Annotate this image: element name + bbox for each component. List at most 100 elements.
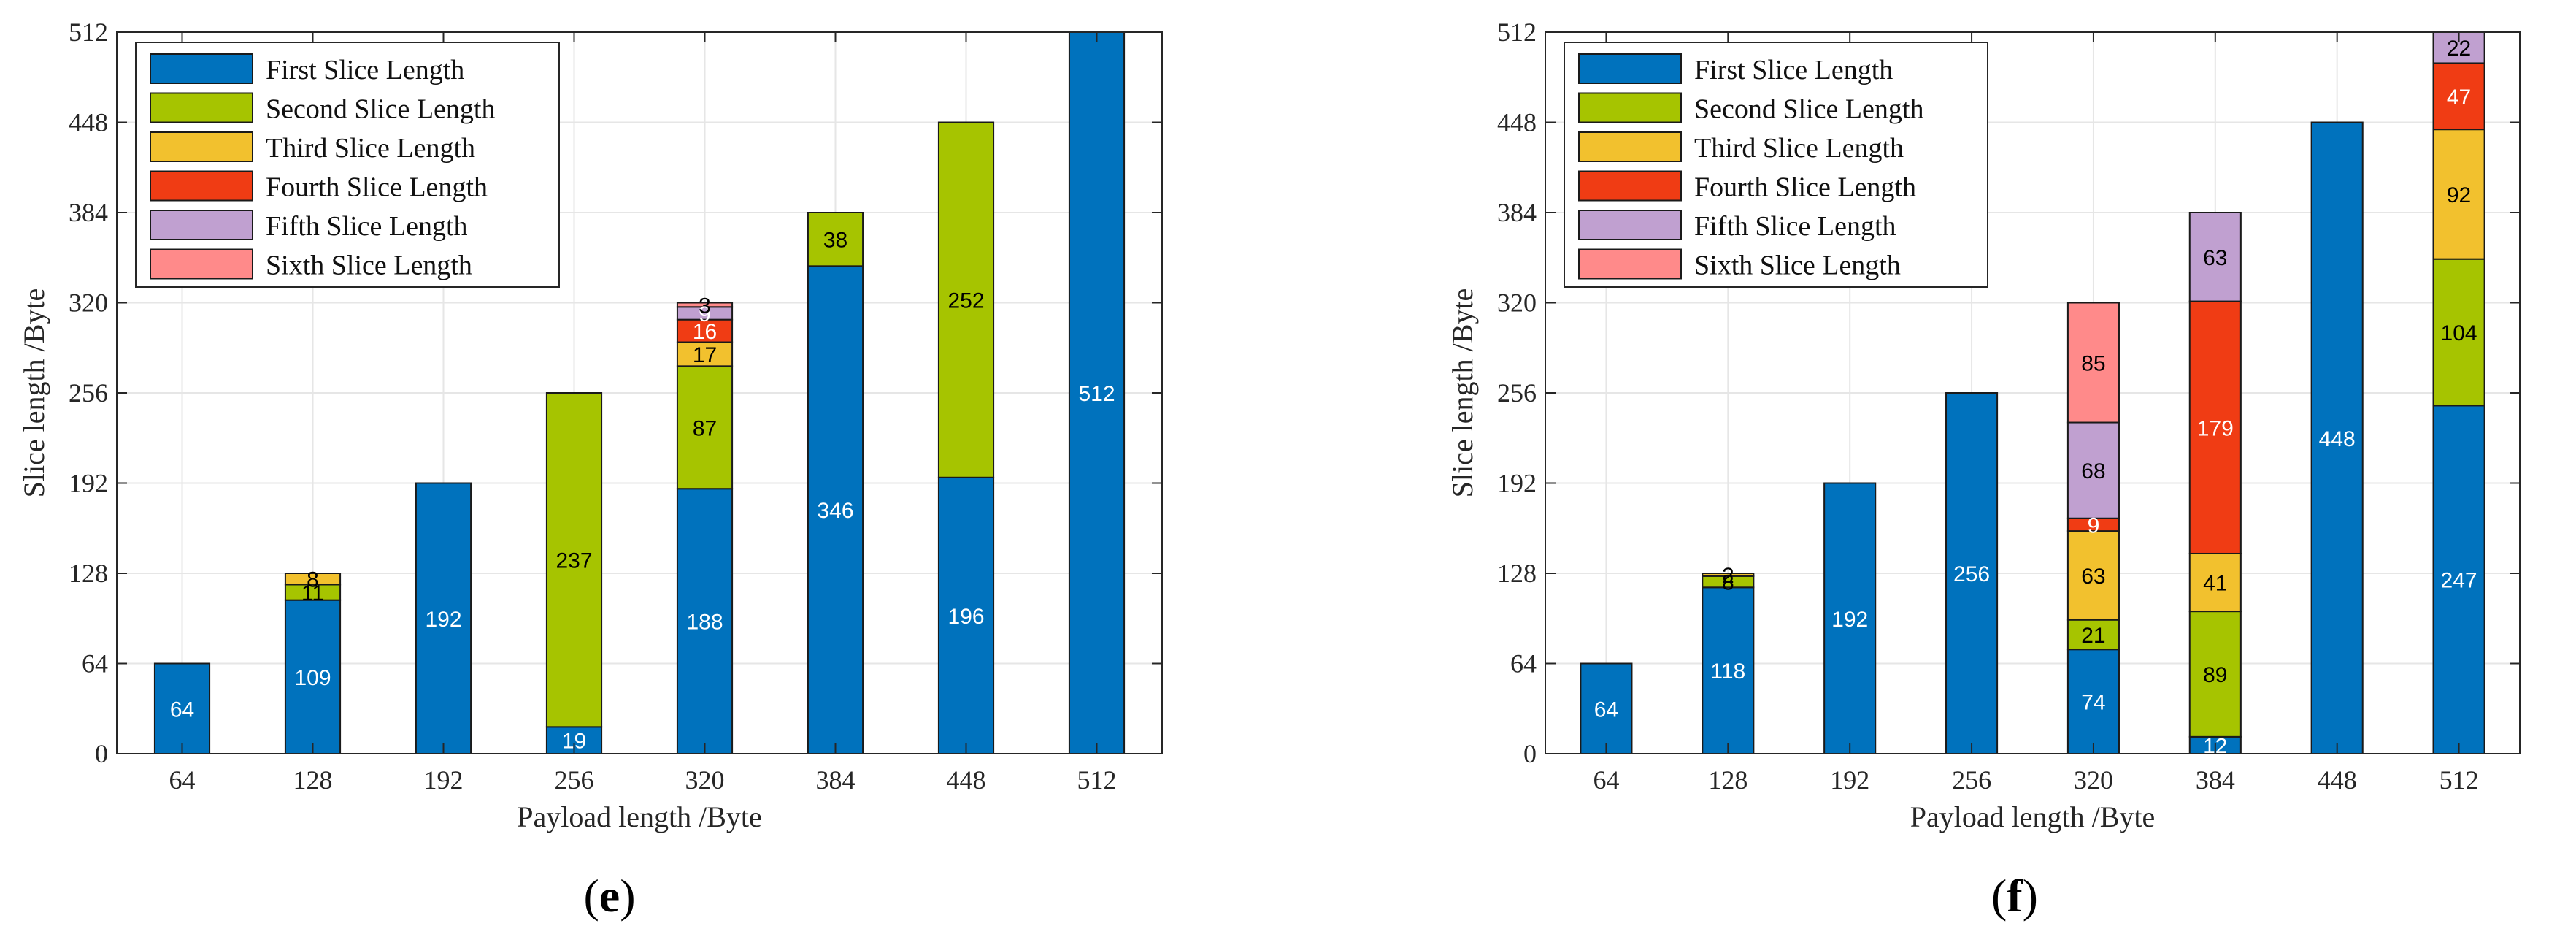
bar-segment <box>676 302 734 308</box>
data-label: 17 <box>693 343 717 367</box>
x-tick-label: 448 <box>947 765 986 795</box>
bar-segment <box>937 121 995 478</box>
legend-label: Second Slice Length <box>266 94 495 125</box>
caption-paren: ) <box>2023 870 2038 922</box>
bar-segment <box>284 573 342 586</box>
legend-swatch <box>150 131 253 162</box>
data-label: 2 <box>1722 564 1734 588</box>
legend-swatch <box>150 92 253 123</box>
data-label: 192 <box>1831 608 1868 632</box>
bar-segment <box>937 476 995 754</box>
data-label: 85 <box>2081 352 2105 376</box>
bar-segment <box>807 265 864 754</box>
data-label: 247 <box>2441 569 2477 593</box>
x-tick-label: 192 <box>1830 765 1869 795</box>
bar-segment <box>2188 611 2242 738</box>
legend-swatch <box>1578 92 1682 123</box>
y-tick-label: 64 <box>1510 649 1537 678</box>
legend-label: Fifth Slice Length <box>266 211 468 242</box>
legend-swatch <box>150 53 253 84</box>
x-tick-label: 320 <box>685 765 725 795</box>
bar-segment <box>545 392 603 728</box>
sub-caption: (e) <box>583 870 635 922</box>
bar-segment <box>1580 662 1633 754</box>
y-axis-label: Slice length /Byte <box>18 288 50 498</box>
y-axis-label: Slice length /Byte <box>1446 288 1479 498</box>
legend-swatch <box>150 210 253 240</box>
y-tick-label: 0 <box>95 739 108 768</box>
x-tick-label: 192 <box>424 765 464 795</box>
chart-e: 6410911819219237188871716933463819625251… <box>18 18 1163 833</box>
data-label: 179 <box>2197 416 2234 440</box>
legend-label: First Slice Length <box>1694 55 1893 85</box>
data-label: 118 <box>1710 659 1745 684</box>
y-tick-label: 320 <box>1497 288 1537 318</box>
bar-segment <box>1823 482 1877 754</box>
data-label: 256 <box>1953 562 1990 586</box>
y-tick-label: 448 <box>69 108 108 137</box>
y-tick-label: 320 <box>69 288 108 318</box>
legend-label: Second Slice Length <box>1694 94 1923 125</box>
bar-segment <box>2066 619 2120 651</box>
y-tick-label: 256 <box>1497 378 1537 408</box>
x-tick-label: 512 <box>1077 765 1117 795</box>
legend-swatch <box>1578 131 1682 162</box>
data-label: 8 <box>1722 571 1734 595</box>
legend-label: Third Slice Length <box>1694 133 1904 164</box>
data-label: 92 <box>2447 183 2471 207</box>
bar-segment <box>1068 31 1126 754</box>
data-label: 64 <box>170 697 194 722</box>
bar-segment <box>2188 552 2242 613</box>
data-label: 63 <box>2081 565 2105 589</box>
chart-f: 6411882192256742163968851289411796344824… <box>1446 18 2521 833</box>
data-label: 346 <box>817 499 853 523</box>
data-label: 89 <box>2203 663 2227 687</box>
bar-segment <box>1945 392 1999 754</box>
y-tick-label: 192 <box>1497 469 1537 498</box>
x-axis-label: Payload length /Byte <box>1910 800 2156 833</box>
bar-segment <box>676 318 734 343</box>
bar-segment <box>676 488 734 754</box>
bar-segment <box>2066 302 2120 424</box>
bar-segment <box>807 212 864 267</box>
legend-swatch <box>1578 170 1682 202</box>
y-tick-label: 512 <box>69 18 108 47</box>
legend-label: Fourth Slice Length <box>266 172 488 203</box>
caption-paren: ( <box>583 870 599 922</box>
data-label: 21 <box>2081 624 2105 648</box>
x-axis-label: Payload length /Byte <box>517 800 762 833</box>
data-label: 41 <box>2203 572 2227 596</box>
data-label: 63 <box>2203 246 2227 270</box>
bar-segment <box>284 599 342 754</box>
data-label: 512 <box>1078 382 1115 406</box>
legend-swatch <box>1578 248 1682 280</box>
bar-segment <box>2310 121 2364 754</box>
x-tick-label: 128 <box>293 765 333 795</box>
x-tick-label: 512 <box>2439 765 2479 795</box>
bar-segment <box>1702 573 1755 577</box>
y-tick-label: 256 <box>69 378 108 408</box>
data-label: 109 <box>294 666 331 690</box>
caption-paren: ( <box>1991 870 2007 922</box>
data-label: 196 <box>947 605 984 629</box>
data-label: 192 <box>425 608 461 632</box>
bar-segment <box>153 662 211 754</box>
legend-swatch <box>1578 53 1682 84</box>
x-tick-label: 64 <box>1593 765 1619 795</box>
y-tick-label: 0 <box>1523 739 1537 768</box>
y-tick-label: 64 <box>82 649 108 678</box>
legend-label: Sixth Slice Length <box>1694 250 1901 281</box>
data-label: 74 <box>2081 691 2105 715</box>
legend-swatch <box>150 248 253 280</box>
bar-segment <box>2432 258 2485 407</box>
sub-caption: (f) <box>1991 870 2038 922</box>
caption-letter: f <box>2007 870 2023 922</box>
x-tick-label: 128 <box>1708 765 1748 795</box>
bar-segment <box>2188 212 2242 302</box>
legend-swatch <box>150 170 253 202</box>
x-tick-label: 64 <box>169 765 196 795</box>
bar-segment <box>2066 530 2120 621</box>
bar-segment <box>2432 129 2485 260</box>
caption-paren: ) <box>620 870 635 922</box>
